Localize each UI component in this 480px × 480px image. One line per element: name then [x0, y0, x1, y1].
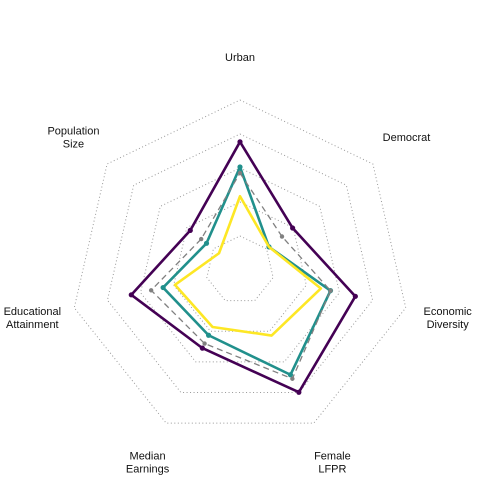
axis-label-line: Educational [4, 306, 62, 318]
series-1 [128, 139, 358, 395]
axis-label-line: Economic [424, 306, 473, 318]
data-point [352, 293, 358, 299]
axis-label-line: Democrat [383, 132, 431, 144]
axis-label-female_lfpr: Female LFPR [314, 450, 351, 475]
data-point [199, 345, 205, 351]
series-2 [160, 164, 334, 378]
axis-label-economic_diversity: Economic Diversity [424, 306, 473, 331]
data-point [237, 164, 243, 170]
data-point [296, 389, 302, 395]
axis-label-median_earnings: Median Earnings [126, 450, 170, 475]
grid-ring-5 [73, 99, 407, 424]
axis-label-line: Diversity [427, 319, 470, 331]
axis-labels: Urban Democrat Economic Diversity Female LFPR… [4, 52, 473, 475]
data-point [279, 234, 285, 239]
axis-label-line: Female [314, 450, 351, 462]
data-point [205, 332, 212, 338]
series-3 [148, 170, 333, 381]
data-point [203, 240, 210, 246]
data-point [128, 292, 134, 298]
axis-label-line: Attainment [6, 319, 59, 331]
series-line [150, 172, 332, 380]
grid-ring-4 [106, 133, 374, 394]
data-point [198, 236, 204, 242]
axis-label-line: Size [63, 139, 84, 151]
grid-ring-1 [206, 235, 274, 302]
series-line [129, 140, 357, 394]
data-point [237, 170, 243, 176]
radar-grid [73, 99, 407, 424]
axis-label-educational_attainment: Educational Attainment [4, 306, 62, 331]
data-point [187, 227, 193, 233]
series-line [173, 194, 323, 337]
axis-label-line: LFPR [318, 463, 346, 475]
data-point [148, 288, 154, 293]
grid-ring-2 [173, 201, 307, 332]
data-point [202, 341, 207, 346]
data-point [290, 376, 295, 381]
series-line [161, 165, 332, 377]
data-point [328, 288, 333, 293]
series-4 [173, 194, 323, 337]
data-point [287, 372, 294, 378]
data-point [237, 139, 243, 145]
radar-series [128, 139, 358, 395]
axis-label-line: Population [47, 126, 99, 138]
axis-label-democrat: Democrat [383, 132, 431, 144]
axis-label-line: Urban [225, 52, 255, 64]
axis-label-line: Median [130, 450, 166, 462]
axis-label-urban: Urban [225, 52, 255, 64]
data-point [160, 284, 166, 291]
axis-label-line: Earnings [126, 463, 170, 475]
axis-label-population_size: Population Size [47, 126, 99, 151]
data-point [290, 225, 296, 231]
